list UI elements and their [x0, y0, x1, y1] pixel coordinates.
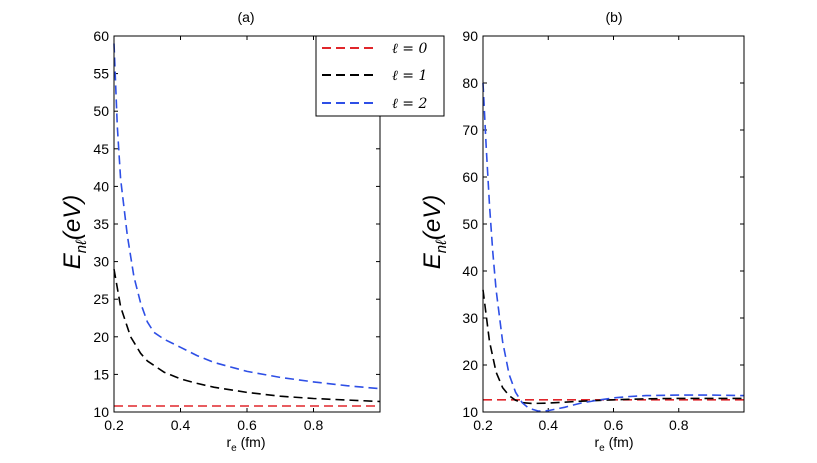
panel-b-ytick-label: 50 [462, 216, 478, 232]
panel-a-ylabel-unit: (eV) [59, 195, 86, 240]
panel-a: (a) Enℓ(eV) re (fm) 10152025303540455055… [59, 9, 445, 454]
legend-label-l2: ℓ = 2 [392, 96, 427, 112]
panel-a-ticks: 10 15 20 25 30 35 40 45 50 55 60 0.2 0.4 0.6 0.8 [93, 28, 380, 433]
panel-a-ytick-label: 10 [93, 404, 109, 420]
legend-label-l1: ℓ = 1 [392, 68, 427, 84]
panel-b-xlabel-unit: (fm) [605, 434, 634, 450]
panel-b-xtick-label: 0.2 [473, 417, 493, 433]
panel-a-ylabel-main: E [59, 252, 86, 269]
panel-a-ylabel: Enℓ(eV) [59, 195, 90, 270]
panel-a-ytick-label: 30 [93, 254, 109, 270]
legend: ℓ = 0 ℓ = 1 ℓ = 2 [315, 35, 445, 117]
legend-label-l0: ℓ = 0 [392, 41, 427, 57]
panel-b-ytick-label: 40 [462, 263, 478, 279]
panel-a-ytick-label: 20 [93, 329, 109, 345]
panel-a-ytick-label: 15 [93, 366, 109, 382]
panel-a-xlabel-main: r [227, 434, 232, 450]
panel-a-ytick-label: 55 [93, 66, 109, 82]
panel-b-ytick-label: 10 [462, 404, 478, 420]
panel-b-ytick-label: 60 [462, 169, 478, 185]
panel-a-series [113, 43, 381, 407]
panel-b: (b) Enℓ(eV) re (fm) 10 20 30 40 50 60 70 80 90 0.… [419, 9, 745, 454]
panel-a-title: (a) [237, 9, 254, 25]
panel-b-series [482, 82, 745, 412]
panel-b-axes-box [482, 35, 745, 413]
panel-b-ylabel: Enℓ(eV) [419, 195, 450, 270]
panel-b-ylabel-unit: (eV) [419, 195, 446, 240]
panel-a-xtick-label: 0.8 [304, 417, 324, 433]
panel-b-ylabel-sub: nℓ [433, 239, 450, 253]
svg-text:Enℓ(eV): Enℓ(eV) [419, 195, 450, 270]
panel-a-series-l2 [113, 43, 381, 390]
panel-a-xtick-label: 0.2 [104, 417, 124, 433]
panel-a-ylabel-sub: nℓ [73, 239, 90, 253]
panel-b-ytick-label: 70 [462, 122, 478, 138]
panel-b-series-l2 [482, 82, 745, 412]
panel-b-title: (b) [605, 9, 622, 25]
panel-b-xlabel-main: r [595, 434, 600, 450]
panel-b-ticks: 10 20 30 40 50 60 70 80 90 0.2 0.4 0.6 0.8 [462, 28, 744, 433]
panel-a-ytick-label: 35 [93, 216, 109, 232]
panel-a-xtick-label: 0.6 [237, 417, 257, 433]
panel-b-xlabel-sub: e [599, 443, 605, 454]
panel-a-xlabel: re (fm) [227, 434, 266, 454]
panel-a-xlabel-unit: (fm) [237, 434, 266, 450]
panel-b-ytick-label: 80 [462, 75, 478, 91]
panel-a-ytick-label: 50 [93, 103, 109, 119]
panel-b-xtick-label: 0.6 [604, 417, 624, 433]
panel-b-xlabel: re (fm) [595, 434, 634, 454]
panel-a-xlabel-sub: e [231, 443, 237, 454]
svg-text:Enℓ(eV): Enℓ(eV) [59, 195, 90, 270]
panel-a-xtick-label: 0.4 [171, 417, 191, 433]
panel-b-ytick-label: 30 [462, 310, 478, 326]
panel-b-ytick-label: 90 [462, 28, 478, 44]
panel-a-ytick-label: 60 [93, 28, 109, 44]
panel-b-series-l1 [482, 289, 744, 405]
panel-b-xtick-label: 0.8 [669, 417, 689, 433]
panel-b-xtick-label: 0.4 [539, 417, 559, 433]
panel-b-ytick-label: 20 [462, 357, 478, 373]
panel-b-ylabel-main: E [419, 252, 446, 269]
panel-a-ytick-label: 40 [93, 178, 109, 194]
panel-a-ytick-label: 25 [93, 291, 109, 307]
panel-a-series-l1 [113, 268, 381, 403]
panel-a-axes-box [113, 35, 381, 413]
panel-a-ytick-label: 45 [93, 141, 109, 157]
